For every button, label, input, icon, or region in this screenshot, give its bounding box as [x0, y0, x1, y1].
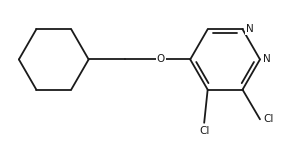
Text: Cl: Cl [199, 126, 209, 136]
Text: N: N [246, 24, 253, 34]
Text: O: O [157, 54, 165, 64]
Text: N: N [263, 54, 271, 64]
Text: Cl: Cl [263, 114, 273, 124]
